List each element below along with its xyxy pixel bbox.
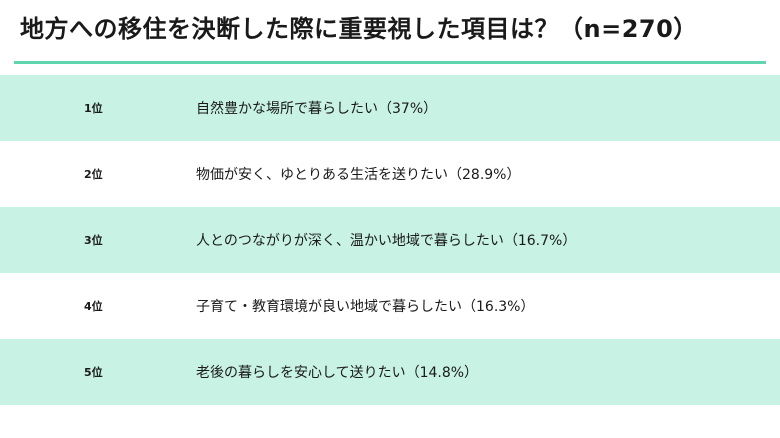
rank-item-text: 物価が安く、ゆとりある生活を送りたい（28.9%） <box>196 167 521 183</box>
rank-label: 3位 <box>84 234 103 247</box>
ranking-row-5: 5位 老後の暮らしを安心して送りたい（14.8%） <box>0 339 780 405</box>
rank-item-text: 人とのつながりが深く、温かい地域で暮らしたい（16.7%） <box>196 233 577 249</box>
ranking-row-2: 2位 物価が安く、ゆとりある生活を送りたい（28.9%） <box>0 141 780 207</box>
ranking-row-1: 1位 自然豊かな場所で暮らしたい（37%） <box>0 75 780 141</box>
ranking-row-3: 3位 人とのつながりが深く、温かい地域で暮らしたい（16.7%） <box>0 207 780 273</box>
page-title: 地方への移住を決断した際に重要視した項目は？（n=270） <box>20 15 698 43</box>
rank-label: 1位 <box>84 102 103 115</box>
rank-item-text: 自然豊かな場所で暮らしたい（37%） <box>196 101 438 117</box>
ranking-list: 1位 自然豊かな場所で暮らしたい（37%） 2位 物価が安く、ゆとりある生活を送… <box>0 75 780 405</box>
ranking-row-4: 4位 子育て・教育環境が良い地域で暮らしたい（16.3%） <box>0 273 780 339</box>
rank-label: 4位 <box>84 300 103 313</box>
title-underline <box>14 61 766 64</box>
rank-item-text: 老後の暮らしを安心して送りたい（14.8%） <box>196 365 479 381</box>
rank-label: 5位 <box>84 366 103 379</box>
rank-label: 2位 <box>84 168 103 181</box>
rank-item-text: 子育て・教育環境が良い地域で暮らしたい（16.3%） <box>196 299 535 315</box>
